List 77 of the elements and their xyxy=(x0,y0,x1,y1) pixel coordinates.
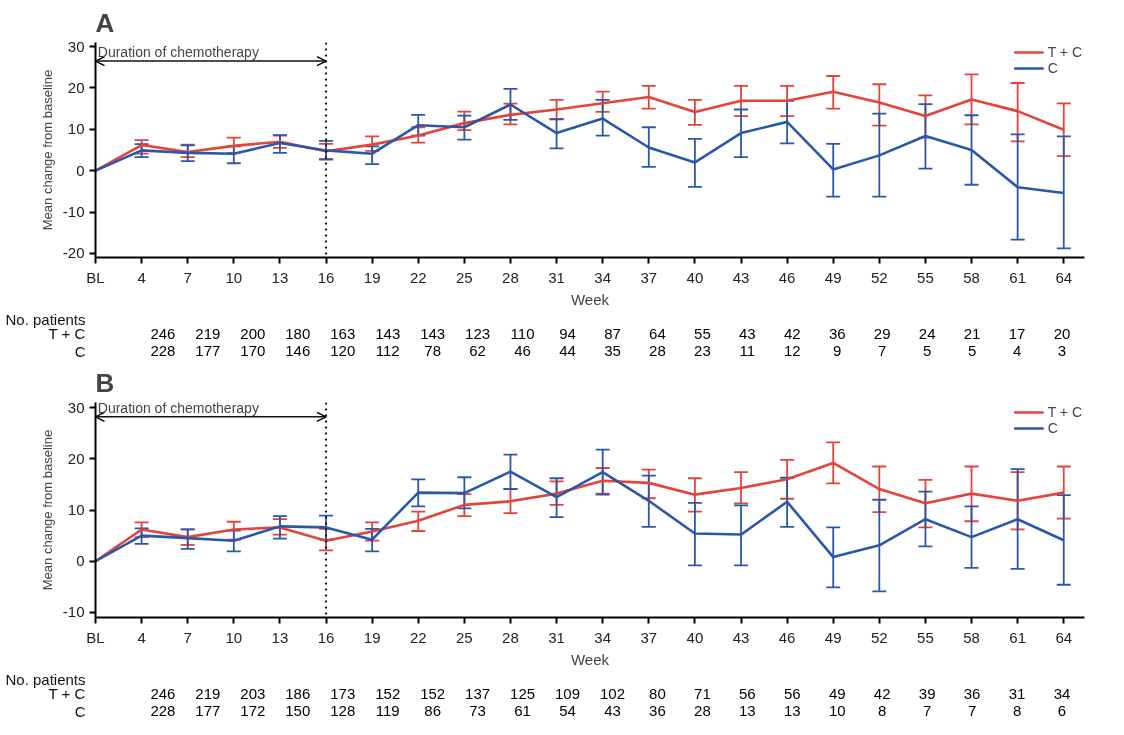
x-tick-label: 43 xyxy=(732,628,750,646)
x-tick-label: BL xyxy=(86,628,105,646)
x-tick-label: 52 xyxy=(870,628,888,646)
x-tick-label: 49 xyxy=(824,628,842,646)
x-tick-label: 49 xyxy=(824,268,842,286)
x-tick-label: 10 xyxy=(225,628,243,646)
text: C xyxy=(74,342,86,360)
x-tick-label: 13 xyxy=(271,268,289,286)
y-tick-label: 0 xyxy=(76,161,85,179)
legend-label: T + C xyxy=(1047,404,1082,420)
x-tick-label: 64 xyxy=(1055,268,1073,286)
x-tick-label: 55 xyxy=(917,268,934,286)
x-tick-label: 43 xyxy=(732,268,750,286)
x-tick-label: 16 xyxy=(317,268,335,286)
x-tick-label: 37 xyxy=(640,268,658,286)
x-tick-label: BL xyxy=(86,268,105,286)
y-tick-label: 20 xyxy=(67,78,85,96)
x-tick-label: 46 xyxy=(778,268,796,286)
x-axis-title: Week xyxy=(570,650,610,668)
x-axis-title: Week xyxy=(570,290,610,308)
x-tick-label: 58 xyxy=(963,628,980,646)
annotation: Duration of chemotherapy xyxy=(97,399,259,416)
text: 228 177 172 150 128 119 86 73 61 54 43 36 28 13 13 10 8 7 7 8 6 xyxy=(150,702,1067,720)
legend-label: C xyxy=(1047,420,1059,436)
text: No. patients xyxy=(5,310,86,328)
x-tick-label: 25 xyxy=(456,628,473,646)
x-tick-label: 31 xyxy=(548,628,565,646)
x-tick-label: 4 xyxy=(137,268,146,286)
x-tick-label: 28 xyxy=(502,628,519,646)
x-tick-label: 19 xyxy=(363,628,381,646)
y-tick-label: 10 xyxy=(67,501,85,518)
x-tick-label: 4 xyxy=(137,628,146,646)
x-tick-label: 61 xyxy=(1009,628,1026,646)
x-tick-label: 25 xyxy=(456,268,473,286)
text: No. patients xyxy=(5,670,86,688)
x-tick-label: 37 xyxy=(640,628,658,646)
y-tick-label: -20 xyxy=(62,244,85,262)
text: T + C xyxy=(48,325,86,343)
y-tick-label: 10 xyxy=(67,120,85,138)
x-tick-label: 46 xyxy=(778,628,796,646)
x-tick-label: 34 xyxy=(594,268,612,286)
x-tick-label: 40 xyxy=(686,628,704,646)
x-tick-label: 13 xyxy=(271,628,289,646)
x-tick-label: 28 xyxy=(502,268,519,286)
x-tick-label: 34 xyxy=(594,628,612,646)
x-tick-label: 55 xyxy=(917,628,934,646)
x-tick-label: 7 xyxy=(183,628,192,646)
legend-label: C xyxy=(1047,60,1059,76)
chart-title: A xyxy=(95,7,115,38)
y-tick-label: -10 xyxy=(62,203,85,221)
x-tick-label: 31 xyxy=(548,268,565,286)
x-tick-label: 10 xyxy=(225,268,243,286)
y-tick-label: 20 xyxy=(67,449,85,467)
x-tick-label: 22 xyxy=(409,628,427,646)
x-tick-label: 16 xyxy=(317,628,335,646)
x-tick-label: 58 xyxy=(963,268,980,286)
legend-label: T + C xyxy=(1047,44,1082,60)
text: C xyxy=(74,702,86,720)
chart-title: B xyxy=(95,367,115,398)
x-tick-label: 40 xyxy=(686,268,704,286)
x-tick-label: 7 xyxy=(183,268,192,286)
text: 228 177 170 146 120 112 78 62 46 44 35 28 23 11 12 9 7 5 5 4 3 xyxy=(150,342,1067,360)
y-tick-label: 30 xyxy=(67,398,85,416)
y-tick-label: 0 xyxy=(76,552,85,570)
y-axis-title: Mean change from baseline xyxy=(39,429,55,591)
text: 246 219 203 186 173 152 152 137 125 109 102 80 71 56 56 49 42 39 36 31 34 xyxy=(150,684,1071,702)
text: 246 219 200 180 163 143 143 123 110 94 87 64 55 43 42 36 29 24 21 17 20 xyxy=(150,324,1071,342)
x-tick-label: 22 xyxy=(409,268,427,286)
y-tick-label: 30 xyxy=(67,37,85,55)
x-tick-label: 52 xyxy=(870,268,888,286)
y-axis-title: Mean change from baseline xyxy=(39,69,55,231)
x-tick-label: 64 xyxy=(1055,628,1073,646)
x-tick-label: 19 xyxy=(363,268,381,286)
text: T + C xyxy=(48,685,86,703)
annotation: Duration of chemotherapy xyxy=(97,44,259,61)
y-tick-label: -10 xyxy=(62,603,85,621)
x-tick-label: 61 xyxy=(1009,268,1026,286)
